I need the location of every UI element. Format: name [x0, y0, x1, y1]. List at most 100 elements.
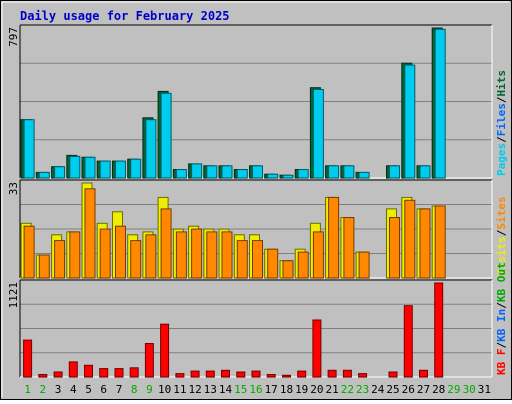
- bar-sites-day-21: [328, 196, 340, 279]
- legend-separator: /: [495, 342, 508, 349]
- bar-kb-f-day-15: [236, 371, 246, 378]
- day-label-21: 21: [325, 383, 338, 396]
- bar-sites-day-15: [236, 240, 248, 279]
- bar-sites-day-8: [130, 240, 142, 279]
- bar-kb-f-day-7: [114, 368, 124, 378]
- bar-sites-day-13: [206, 231, 218, 279]
- day-label-30: 30: [463, 383, 476, 396]
- bar-kb-f-day-3: [53, 371, 63, 378]
- bar-pages-day-22: [343, 165, 355, 179]
- bar-sites-day-28: [434, 205, 446, 279]
- bar-pages-day-7: [115, 160, 126, 179]
- day-label-11: 11: [173, 383, 186, 396]
- bar-kb-f-day-18: [282, 374, 291, 378]
- bar-sites-day-26: [404, 199, 416, 279]
- legend-entry: KB F: [495, 349, 508, 376]
- bar-kb-f-day-27: [419, 369, 428, 378]
- legend-separator: /: [495, 96, 508, 103]
- bar-pages-day-16: [252, 165, 263, 179]
- legend-kbytes: KB F/KB In/KB Out: [495, 262, 508, 375]
- bar-sites-day-25: [389, 217, 400, 279]
- bar-pages-day-6: [99, 160, 111, 179]
- bar-sites-day-12: [191, 228, 203, 279]
- bar-kb-f-day-23: [358, 373, 368, 378]
- bar-sites-day-27: [419, 208, 431, 279]
- day-label-24: 24: [371, 383, 385, 396]
- bar-sites-day-16: [252, 240, 263, 279]
- legend-entry: Hits: [495, 70, 508, 97]
- day-label-13: 13: [204, 383, 217, 396]
- bar-pages-day-21: [328, 165, 340, 179]
- bar-kb-f-day-10: [160, 323, 170, 378]
- bar-pages-day-20: [312, 89, 324, 179]
- bar-kb-f-day-26: [403, 305, 413, 378]
- legend-entry: Visits: [495, 236, 508, 276]
- legend-separator: /: [495, 302, 508, 309]
- legend-entry: Sites: [495, 197, 508, 230]
- bar-pages-day-17: [267, 173, 279, 179]
- bar-sites-day-9: [145, 234, 157, 279]
- day-label-4: 4: [70, 383, 77, 396]
- bar-kb-f-day-19: [297, 370, 307, 378]
- legend-entry: Pages: [495, 143, 508, 176]
- day-label-2: 2: [39, 383, 46, 396]
- bar-kb-f-day-6: [99, 368, 109, 378]
- bar-kb-f-day-20: [312, 319, 322, 378]
- bar-pages-day-5: [84, 156, 96, 179]
- day-label-12: 12: [188, 383, 201, 396]
- day-label-16: 16: [249, 383, 262, 396]
- bar-pages-day-1: [23, 119, 35, 179]
- bar-kb-f-day-12: [190, 370, 200, 378]
- scale-label-kbytes: 1121: [7, 282, 20, 309]
- chart-title: Daily usage for February 2025: [20, 9, 230, 23]
- day-label-17: 17: [265, 383, 278, 396]
- day-label-19: 19: [295, 383, 308, 396]
- bar-sites-day-10: [160, 208, 172, 279]
- bar-pages-day-25: [389, 165, 400, 179]
- bar-kb-f-day-2: [38, 374, 48, 378]
- bar-kb-f-day-16: [251, 370, 261, 378]
- day-label-15: 15: [234, 383, 247, 396]
- bar-kb-f-day-14: [221, 369, 230, 378]
- legend-visits-sites: Visits/Sites: [495, 197, 508, 277]
- day-label-27: 27: [417, 383, 430, 396]
- bar-kb-f-day-25: [388, 371, 398, 378]
- bar-kb-f-day-13: [205, 370, 215, 378]
- legend-pages-files-hits: Pages/Files/Hits: [495, 70, 508, 176]
- day-label-23: 23: [356, 383, 369, 396]
- bar-pages-day-23: [358, 171, 370, 179]
- bar-kb-f-day-21: [327, 369, 337, 378]
- bar-kb-f-day-5: [84, 364, 93, 378]
- day-label-9: 9: [146, 383, 153, 396]
- day-label-14: 14: [219, 383, 233, 396]
- bar-pages-day-4: [69, 155, 81, 179]
- bar-sites-day-23: [358, 251, 370, 279]
- day-label-6: 6: [100, 383, 107, 396]
- bar-pages-day-14: [221, 165, 233, 179]
- bar-pages-day-11: [175, 169, 187, 179]
- bar-pages-day-28: [434, 28, 446, 179]
- bar-pages-day-10: [160, 92, 172, 179]
- day-label-18: 18: [280, 383, 293, 396]
- bar-pages-day-9: [145, 119, 157, 179]
- day-label-1: 1: [24, 383, 31, 396]
- day-label-31: 31: [478, 383, 491, 396]
- day-label-10: 10: [158, 383, 171, 396]
- day-label-7: 7: [116, 383, 123, 396]
- bar-pages-day-12: [191, 163, 203, 179]
- bar-kb-f-day-11: [175, 373, 185, 378]
- bar-sites-day-6: [99, 228, 111, 279]
- bar-sites-day-4: [69, 231, 81, 279]
- bar-kb-f-day-28: [434, 282, 444, 378]
- bar-kb-f-day-22: [342, 369, 352, 378]
- bar-pages-day-13: [206, 165, 218, 179]
- bar-sites-day-18: [282, 260, 294, 279]
- bar-sites-day-11: [175, 231, 187, 279]
- bar-kb-f-day-17: [266, 374, 276, 378]
- day-label-5: 5: [85, 383, 92, 396]
- day-label-29: 29: [447, 383, 460, 396]
- bar-pages-day-8: [130, 158, 142, 179]
- bar-pages-day-3: [54, 166, 66, 179]
